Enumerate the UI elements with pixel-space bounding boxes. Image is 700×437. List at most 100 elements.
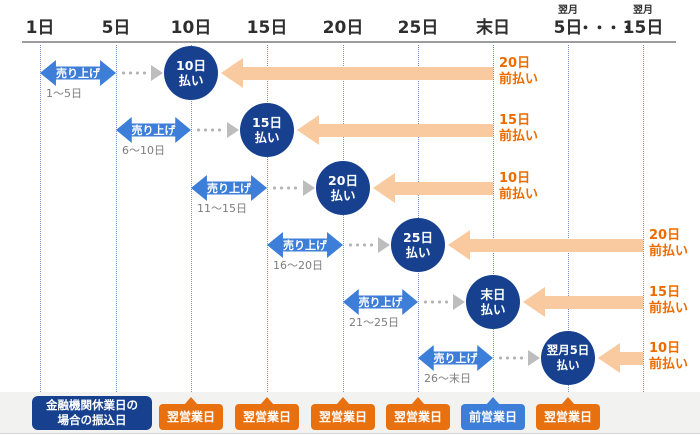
sales-arrow: 売り上げ (267, 232, 343, 258)
prepay-arrowhead-icon (598, 343, 620, 373)
prepay-arrow-bar (470, 239, 643, 252)
payment-day-line2: 払い (330, 188, 356, 203)
payment-day-circle: 20日 払い (316, 161, 370, 215)
business-day-badge: 翌営業日 (159, 397, 223, 430)
prepay-arrow-bar (395, 182, 493, 195)
axis-tick-label: 15日 (622, 18, 664, 38)
axis-tick-sup (78, 4, 154, 17)
axis-tick-label: 15日 (246, 18, 288, 38)
axis-tick-label: 10日 (170, 18, 212, 38)
prepay-arrowhead-icon (448, 230, 470, 260)
schedule-row: 売り上げ 6〜10日 15日 払い 15日 前払い (0, 102, 700, 158)
payment-day-line1: 翌月5日 (546, 343, 590, 357)
prepay-arrowhead-icon (297, 115, 319, 145)
connector-arrow-icon (378, 237, 390, 253)
axis-tick-label: 20日 (322, 18, 364, 38)
axis-tick-label: 5日 (553, 18, 583, 38)
axis-baseline (22, 41, 676, 43)
axis-tick-label: 1日 (25, 18, 55, 38)
gridline (568, 45, 569, 392)
connector-dots (120, 71, 150, 75)
payment-day-line2: 払い (480, 302, 506, 317)
connector-dots (422, 300, 451, 304)
axis-tick-sup: 翌月 (558, 5, 578, 16)
connector-arrow-icon (528, 350, 540, 366)
prepay-note-line1: 10日 (499, 171, 531, 186)
payment-day-circle: 翌月5日 払い (541, 331, 595, 385)
connector-arrow-icon (227, 122, 239, 138)
sales-arrow: 売り上げ (343, 289, 418, 315)
schedule-row: 売り上げ 21〜25日 末日 払い 15日 前払い (0, 274, 700, 330)
prepay-note-line1: 15日 (649, 285, 681, 300)
gridline (493, 45, 494, 392)
prepay-note-line2: 前払い (499, 129, 539, 144)
connector-arrow-icon (303, 180, 315, 196)
prepay-arrowhead-icon (221, 58, 243, 88)
sales-range-label: 1〜5日 (46, 87, 82, 100)
axis-tick-20: 20日 (305, 4, 381, 39)
sales-arrow: 売り上げ (116, 117, 191, 143)
gridline (40, 45, 41, 392)
axis-tick-sup (455, 4, 531, 17)
business-day-badge: 翌営業日 (311, 397, 375, 430)
payment-day-circle: 25日 払い (391, 218, 445, 272)
prepay-arrow-bar (319, 124, 493, 137)
axis-tick-15: 15日 (229, 4, 305, 39)
axis-tick-label: 5日 (101, 18, 131, 38)
axis-tick-next-month-5: 翌月 5日 (530, 4, 606, 39)
prepay-note-line2: 前払い (499, 72, 539, 87)
connector-dots (271, 186, 301, 190)
axis-tick-matsujitsu: 末日 (455, 4, 531, 39)
payment-day-circle: 10日 払い (164, 46, 218, 100)
axis-tick-sup (2, 4, 78, 17)
prepay-arrow-bar (243, 67, 493, 80)
sales-range-label: 16〜20日 (273, 259, 323, 272)
prepay-arrow-bar (620, 352, 643, 365)
transfer-note-line1: 金融機関休業日の (46, 398, 138, 412)
prepay-arrowhead-icon (373, 173, 395, 203)
sales-range-label: 11〜15日 (197, 202, 247, 215)
prepay-note: 20日 前払い (499, 56, 538, 88)
connector-arrow-icon (151, 65, 163, 81)
sales-arrow: 売り上げ (40, 60, 116, 86)
axis-tick-label: 25日 (397, 18, 439, 38)
sales-range-label: 26〜末日 (424, 372, 471, 385)
axis-tick-1: 1日 (2, 4, 78, 39)
axis-tick-sup (380, 4, 456, 17)
prepay-note-line2: 前払い (649, 244, 689, 259)
payment-day-line1: 末日 (480, 287, 506, 302)
schedule-row: 売り上げ 11〜15日 20日 払い 10日 前払い (0, 160, 700, 216)
gridline (643, 45, 644, 392)
prepay-note-line2: 前払い (499, 187, 539, 202)
axis-tick-next-month-15: 翌月 15日 (605, 4, 681, 39)
business-day-badge: 翌営業日 (386, 397, 450, 430)
gridline (343, 45, 344, 392)
schedule-row: 売り上げ 16〜20日 25日 払い 20日 前払い (0, 217, 700, 273)
connector-arrow-icon (453, 294, 465, 310)
schedule-row: 売り上げ 1〜5日 10日 払い 20日 前払い (0, 45, 700, 101)
payment-day-line2: 払い (405, 245, 431, 260)
gridline (191, 45, 192, 392)
prepay-note-line1: 10日 (649, 341, 681, 356)
prepay-note-line1: 20日 (499, 56, 531, 71)
payment-day-line2: 払い (556, 358, 580, 372)
connector-dots (195, 128, 225, 132)
prepay-note: 10日 前払い (649, 341, 688, 373)
schedule-row: 売り上げ 26〜末日 翌月5日 払い 10日 前払い (0, 330, 700, 386)
gridline (116, 45, 117, 392)
prepay-note: 20日 前払い (649, 228, 688, 260)
prepay-note-line2: 前払い (649, 301, 689, 316)
payment-day-line1: 15日 (252, 115, 282, 130)
prepay-note: 15日 前払い (499, 113, 538, 145)
prepay-note-line2: 前払い (649, 357, 689, 372)
business-day-badge: 翌営業日 (235, 397, 299, 430)
payment-day-line1: 10日 (176, 58, 206, 73)
prepay-arrowhead-icon (523, 287, 545, 317)
business-day-badge: 翌営業日 (536, 397, 600, 430)
axis-tick-sup: 翌月 (633, 5, 653, 16)
axis-tick-sup (229, 4, 305, 17)
sales-arrow: 売り上げ (418, 345, 493, 371)
axis-tick-5: 5日 (78, 4, 154, 39)
axis-tick-label: 末日 (476, 18, 510, 38)
